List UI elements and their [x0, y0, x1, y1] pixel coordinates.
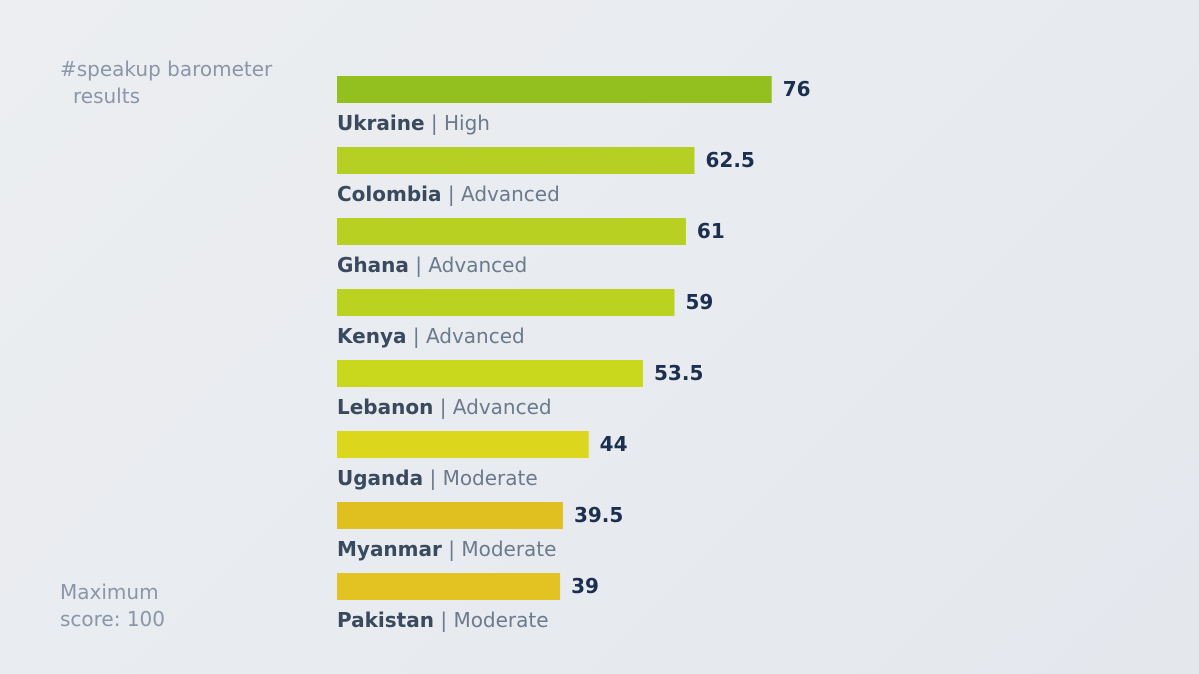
category-label-colombia: Colombia | Advanced	[337, 182, 560, 206]
level-label: Advanced	[426, 324, 525, 348]
category-label-kenya: Kenya | Advanced	[337, 324, 525, 348]
value-label-uganda: 44	[600, 432, 628, 456]
bar-row-lebanon: 53.5 Lebanon | Advanced	[337, 360, 703, 419]
country-name: Kenya	[337, 324, 406, 348]
chart-title-line2: results	[73, 84, 141, 108]
chart-title: #speakup barometer results	[60, 56, 290, 110]
bar-row-pakistan: 39 Pakistan | Moderate	[337, 573, 599, 632]
level-label: Advanced	[453, 395, 552, 419]
category-label-uganda: Uganda | Moderate	[337, 466, 538, 490]
bar-uganda	[337, 431, 589, 458]
label-separator: |	[423, 466, 442, 490]
label-separator: |	[434, 608, 453, 632]
level-label: Advanced	[428, 253, 527, 277]
level-label: High	[444, 111, 490, 135]
bar-ghana	[337, 218, 686, 245]
bar-row-ukraine: 76 Ukraine | High	[337, 76, 811, 135]
category-label-ukraine: Ukraine | High	[337, 111, 490, 135]
label-separator: |	[406, 324, 425, 348]
country-name: Lebanon	[337, 395, 433, 419]
country-name: Colombia	[337, 182, 442, 206]
label-separator: |	[442, 537, 461, 561]
chart-title-line1: #speakup barometer	[60, 57, 273, 81]
bar-pakistan	[337, 573, 561, 600]
country-name: Myanmar	[337, 537, 442, 561]
bar-lebanon	[337, 360, 644, 387]
label-separator: |	[425, 111, 444, 135]
value-label-kenya: 59	[685, 290, 713, 314]
category-label-pakistan: Pakistan | Moderate	[337, 608, 549, 632]
level-label: Moderate	[461, 537, 556, 561]
value-label-pakistan: 39	[571, 574, 599, 598]
bar-row-ghana: 61 Ghana | Advanced	[337, 218, 725, 277]
level-label: Moderate	[453, 608, 548, 632]
category-label-ghana: Ghana | Advanced	[337, 253, 527, 277]
bar-row-uganda: 44 Uganda | Moderate	[337, 431, 628, 490]
bar-ukraine	[337, 76, 772, 103]
country-name: Uganda	[337, 466, 423, 490]
label-separator: |	[433, 395, 452, 419]
country-name: Pakistan	[337, 608, 434, 632]
bar-colombia	[337, 147, 695, 174]
value-label-ukraine: 76	[783, 77, 811, 101]
value-label-myanmar: 39.5	[574, 503, 623, 527]
category-label-lebanon: Lebanon | Advanced	[337, 395, 552, 419]
value-label-lebanon: 53.5	[654, 361, 703, 385]
country-name: Ukraine	[337, 111, 425, 135]
bar-row-kenya: 59 Kenya | Advanced	[337, 289, 713, 348]
value-label-colombia: 62.5	[706, 148, 755, 172]
max-score-note-line1: Maximum	[60, 580, 159, 604]
value-label-ghana: 61	[697, 219, 725, 243]
max-score-note-line2: score: 100	[60, 607, 166, 631]
country-name: Ghana	[337, 253, 409, 277]
label-separator: |	[409, 253, 428, 277]
level-label: Moderate	[443, 466, 538, 490]
level-label: Advanced	[461, 182, 560, 206]
bar-myanmar	[337, 502, 563, 529]
bar-kenya	[337, 289, 675, 316]
category-label-myanmar: Myanmar | Moderate	[337, 537, 556, 561]
bar-row-colombia: 62.5 Colombia | Advanced	[337, 147, 755, 206]
bar-row-myanmar: 39.5 Myanmar | Moderate	[337, 502, 623, 561]
max-score-note: Maximum score: 100	[60, 579, 220, 633]
label-separator: |	[442, 182, 461, 206]
